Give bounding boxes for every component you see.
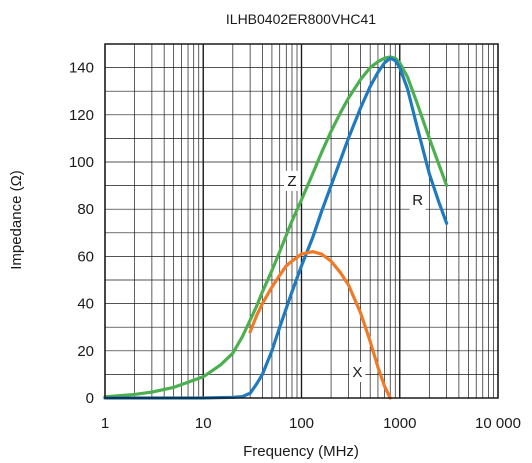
x-tick-label: 1000 [383,415,416,432]
curve-label-bg [349,362,366,383]
series-r-line [103,56,449,400]
curve-label-bg [409,189,426,210]
x-tick-label: 100 [289,415,314,432]
series-z-line [103,55,449,399]
curve-label-r: R [412,192,423,209]
curve-label-bg [283,170,300,191]
y-axis-label: Impedance (Ω) [8,170,25,270]
y-tick-label: 80 [77,201,94,218]
plot-frame [104,43,499,399]
y-tick-label: 40 [77,296,94,313]
y-tick-label: 120 [69,107,94,124]
curve-labels: Z R X [283,170,426,383]
y-tick-label: 100 [69,154,94,171]
x-tick-label: 1 [101,415,109,432]
curves [103,55,449,400]
chart-title: ILHB0402ER800VHC41 [226,11,376,27]
y-tick-label: 60 [77,248,94,265]
curve-label-z: Z [287,173,296,190]
y-tick-label: 140 [69,60,94,77]
curve-label-x: X [352,364,362,381]
x-axis-label: Frequency (MHz) [243,443,359,460]
x-tick-label: 10 000 [475,415,521,432]
y-tick-label: 0 [86,390,94,407]
series-x-line [248,250,392,400]
x-tick-label: 10 [195,415,212,432]
tick-labels: 1 10 100 1000 10 000 0 20 40 60 80 100 120 140 [69,60,521,432]
y-tick-label: 20 [77,343,94,360]
grid [104,43,499,399]
